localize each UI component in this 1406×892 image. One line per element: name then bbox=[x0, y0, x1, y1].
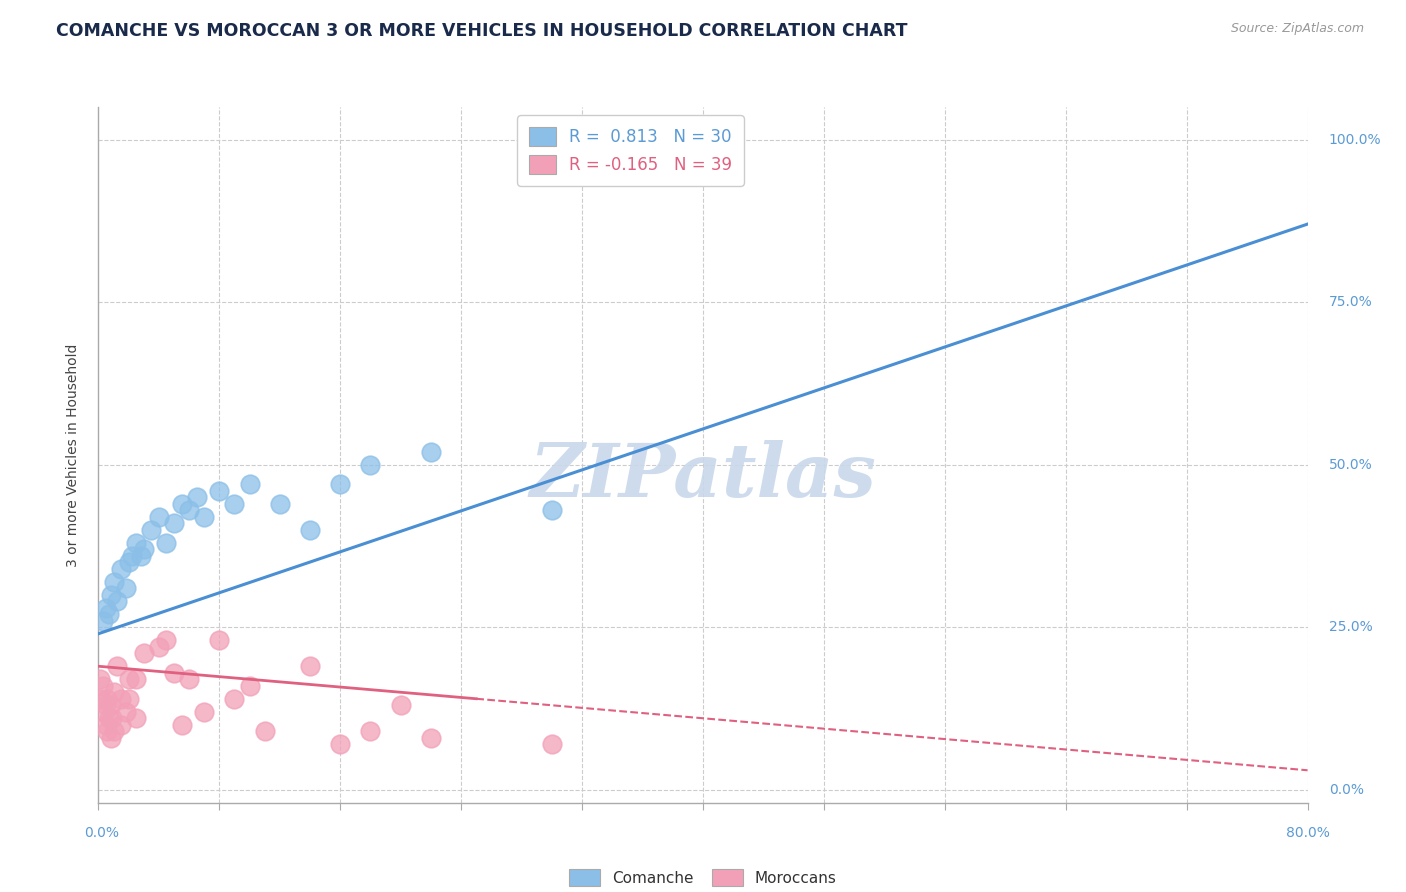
Point bbox=[98, 711, 121, 725]
Point bbox=[125, 711, 148, 725]
Point bbox=[103, 724, 125, 739]
Point bbox=[103, 685, 125, 699]
Point bbox=[170, 718, 193, 732]
Point bbox=[100, 698, 122, 713]
Point bbox=[96, 691, 118, 706]
Text: 50.0%: 50.0% bbox=[1329, 458, 1372, 472]
Point bbox=[360, 724, 382, 739]
Point bbox=[253, 724, 276, 739]
Text: COMANCHE VS MOROCCAN 3 OR MORE VEHICLES IN HOUSEHOLD CORRELATION CHART: COMANCHE VS MOROCCAN 3 OR MORE VEHICLES … bbox=[56, 22, 908, 40]
Text: 0.0%: 0.0% bbox=[84, 826, 118, 839]
Point bbox=[100, 731, 122, 745]
Point bbox=[193, 705, 215, 719]
Point bbox=[94, 698, 117, 713]
Point bbox=[224, 497, 246, 511]
Point bbox=[299, 659, 322, 673]
Point bbox=[110, 562, 132, 576]
Point bbox=[170, 497, 193, 511]
Point bbox=[239, 679, 262, 693]
Text: ZIPatlas: ZIPatlas bbox=[530, 440, 876, 512]
Point bbox=[110, 691, 132, 706]
Point bbox=[101, 711, 124, 725]
Point bbox=[186, 490, 208, 504]
Point bbox=[98, 607, 121, 622]
Point bbox=[540, 737, 562, 751]
Point bbox=[155, 633, 177, 648]
Point bbox=[208, 483, 231, 498]
Text: 80.0%: 80.0% bbox=[1285, 826, 1330, 839]
Point bbox=[94, 600, 117, 615]
Point bbox=[148, 640, 170, 654]
Point bbox=[125, 535, 148, 549]
Point bbox=[360, 458, 382, 472]
Point bbox=[179, 503, 201, 517]
Y-axis label: 3 or more Vehicles in Household: 3 or more Vehicles in Household bbox=[66, 343, 80, 566]
Point bbox=[105, 594, 128, 608]
Point bbox=[100, 588, 122, 602]
Point bbox=[110, 718, 132, 732]
Point bbox=[239, 477, 262, 491]
Point bbox=[193, 509, 215, 524]
Point bbox=[91, 614, 114, 628]
Point bbox=[163, 516, 186, 531]
Legend: Comanche, Moroccans: Comanche, Moroccans bbox=[564, 863, 842, 892]
Point bbox=[114, 705, 136, 719]
Point bbox=[105, 659, 128, 673]
Text: Source: ZipAtlas.com: Source: ZipAtlas.com bbox=[1230, 22, 1364, 36]
Point bbox=[299, 523, 322, 537]
Point bbox=[132, 646, 155, 660]
Text: 100.0%: 100.0% bbox=[1329, 133, 1381, 146]
Point bbox=[389, 698, 412, 713]
Point bbox=[118, 672, 141, 686]
Point bbox=[148, 509, 170, 524]
Point bbox=[329, 477, 352, 491]
Point bbox=[91, 679, 114, 693]
Point bbox=[420, 731, 443, 745]
Text: 25.0%: 25.0% bbox=[1329, 620, 1372, 634]
Point bbox=[329, 737, 352, 751]
Point bbox=[224, 691, 246, 706]
Point bbox=[141, 523, 163, 537]
Point bbox=[125, 672, 148, 686]
Point bbox=[540, 503, 562, 517]
Point bbox=[121, 549, 143, 563]
Point bbox=[103, 574, 125, 589]
Point bbox=[90, 691, 112, 706]
Text: 75.0%: 75.0% bbox=[1329, 295, 1372, 310]
Point bbox=[132, 542, 155, 557]
Point bbox=[118, 691, 141, 706]
Point bbox=[118, 555, 141, 569]
Point bbox=[93, 705, 115, 719]
Point bbox=[94, 718, 117, 732]
Point bbox=[269, 497, 291, 511]
Point bbox=[96, 724, 118, 739]
Point bbox=[208, 633, 231, 648]
Point bbox=[89, 672, 111, 686]
Point bbox=[129, 549, 152, 563]
Text: 0.0%: 0.0% bbox=[1329, 783, 1364, 797]
Point bbox=[163, 665, 186, 680]
Point bbox=[114, 581, 136, 595]
Point bbox=[155, 535, 177, 549]
Point bbox=[420, 444, 443, 458]
Point bbox=[179, 672, 201, 686]
